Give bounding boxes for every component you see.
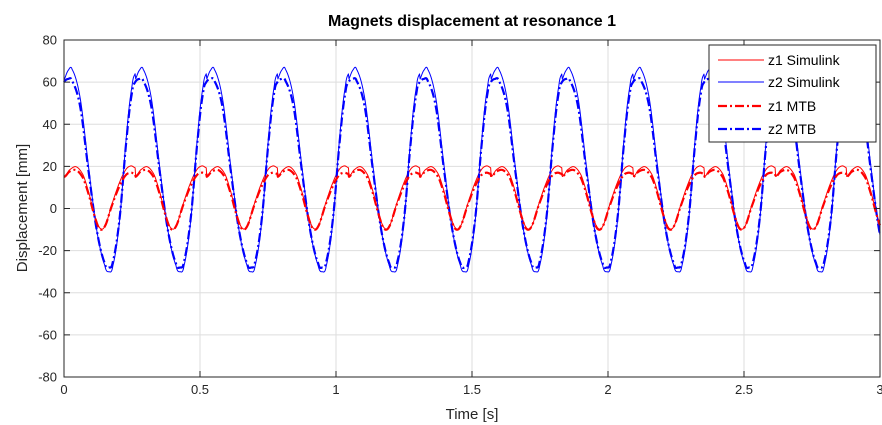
y-tick-label: 80	[43, 33, 57, 48]
x-axis-label: Time [s]	[446, 406, 499, 423]
y-tick-label: 40	[43, 117, 57, 132]
y-axis-ticks: -80 -60 -40 -20 0 20 40 60 80	[38, 33, 880, 385]
series-layer	[63, 66, 882, 273]
x-axis-ticks: 0 0.5 1 1.5 2 2.5 3	[60, 40, 882, 397]
y-tick-label: 20	[43, 159, 57, 174]
y-axis-label: Displacement [mm]	[14, 144, 31, 272]
x-tick-label: 1	[332, 382, 339, 397]
legend-box	[708, 44, 877, 143]
legend: z1 Simulink z2 Simulink z1 MTB z2 MTB	[708, 44, 877, 143]
chart-title: Magnets displacement at resonance 1	[328, 13, 616, 30]
y-tick-label: -40	[38, 285, 57, 300]
x-tick-label: 0.5	[191, 382, 209, 397]
x-tick-label: 2.5	[735, 382, 753, 397]
x-tick-label: 3	[876, 382, 882, 397]
y-tick-label: 0	[50, 201, 57, 216]
x-tick-label: 2	[604, 382, 611, 397]
legend-label-z2-simulink: z2 Simulink	[768, 74, 841, 90]
y-tick-label: 60	[43, 75, 57, 90]
series-line-z2-mtb	[63, 77, 882, 270]
legend-label-z1-simulink: z1 Simulink	[768, 52, 841, 68]
y-tick-label: -80	[38, 370, 57, 385]
legend-label-z2-mtb: z2 MTB	[768, 121, 816, 137]
y-tick-label: -20	[38, 243, 57, 258]
x-tick-label: 1.5	[463, 382, 481, 397]
y-tick-label: -60	[38, 327, 57, 342]
series-line-z1-mtb	[63, 168, 882, 231]
legend-label-z1-mtb: z1 MTB	[768, 98, 816, 114]
x-tick-label: 0	[60, 382, 67, 397]
